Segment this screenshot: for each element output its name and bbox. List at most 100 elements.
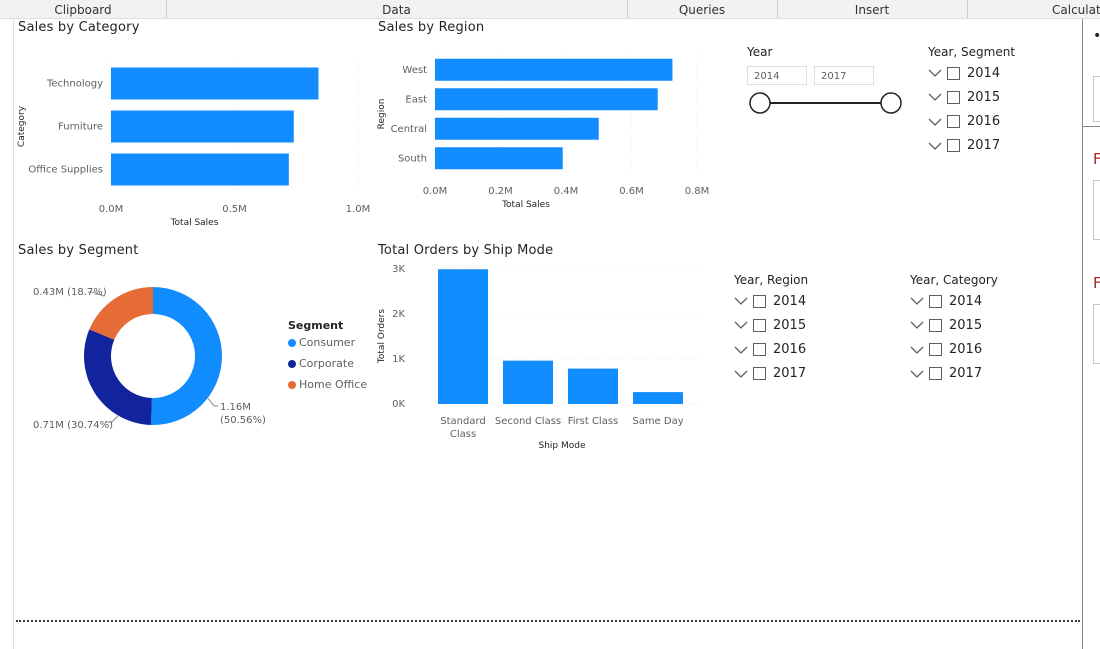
pane-field-well[interactable] (1093, 76, 1100, 122)
bar-west[interactable] (435, 58, 673, 81)
checkbox[interactable] (929, 294, 942, 308)
pane-pin-icon[interactable]: • (1093, 28, 1100, 44)
chevron-down-icon[interactable] (910, 343, 924, 357)
pane-divider (1082, 126, 1100, 127)
slicer-item-region-2017[interactable]: 2017 (734, 365, 806, 383)
legend-item-home-office[interactable]: Home Office (288, 378, 367, 391)
pane-filter-well-2[interactable] (1093, 304, 1100, 364)
checkbox[interactable] (753, 367, 766, 381)
ribbon-group-queries[interactable]: Queries (627, 0, 778, 18)
chevron-down-icon[interactable] (734, 318, 748, 332)
slicer-item-label: 2014 (773, 293, 807, 309)
slicer-title-region: Year, Region (734, 273, 809, 287)
x-tick-label: 0.0M (423, 186, 448, 197)
chart-orders-by-ship-mode[interactable]: 0K 1K 2K 3K Standard Class Second Class First C… (374, 260, 724, 455)
leader-line (88, 291, 105, 297)
chart-sales-by-segment[interactable]: 0.43M (18.7%) 0.71M (30.74%) 1.16M (50.56%) (14, 262, 284, 452)
slicer-title-category: Year, Category (910, 273, 998, 287)
chevron-down-icon[interactable] (910, 294, 924, 308)
chevron-down-icon[interactable] (734, 294, 748, 308)
visual-title-orders-by-ship-mode: Total Orders by Ship Mode (378, 243, 554, 258)
bar-technology[interactable] (111, 67, 319, 100)
checkbox[interactable] (929, 318, 942, 332)
data-label-consumer-value: 1.16M (220, 402, 251, 413)
chart-sales-by-category[interactable]: 0.0M 0.5M 1.0M Technology Furniture Office Su… (14, 40, 374, 235)
chevron-down-icon[interactable] (928, 90, 942, 104)
slicer-item-category-2016[interactable]: 2016 (910, 341, 982, 359)
data-label-corporate: 0.71M (30.74%) (33, 420, 113, 431)
x-category-label: Standard (440, 416, 486, 427)
year-to-input[interactable]: 2017 (814, 66, 874, 85)
bar-office-supplies[interactable] (111, 153, 289, 186)
slicer-item-label: 2016 (967, 114, 1001, 130)
year-from-input[interactable]: 2014 (747, 66, 807, 85)
slicer-item-region-2015[interactable]: 2015 (734, 316, 806, 334)
y-category-label: East (405, 94, 427, 105)
bar-south[interactable] (435, 147, 563, 170)
bar-standard-class[interactable] (438, 269, 488, 404)
slicer-item-segment-2017[interactable]: 2017 (928, 137, 1000, 155)
y-tick-label: 2K (392, 309, 405, 320)
slider-handle-end[interactable] (880, 92, 902, 114)
bar-central[interactable] (435, 117, 599, 140)
legend-item-corporate[interactable]: Corporate (288, 357, 354, 370)
slicer-item-segment-2014[interactable]: 2014 (928, 64, 1000, 82)
chevron-down-icon[interactable] (928, 66, 942, 80)
page-break-line (16, 620, 1080, 622)
y-category-label: Technology (46, 79, 103, 90)
slicer-item-label: 2014 (949, 293, 983, 309)
x-tick-label: 0.6M (619, 186, 644, 197)
chevron-down-icon[interactable] (928, 115, 942, 129)
checkbox[interactable] (929, 367, 942, 381)
ribbon-group-clipboard[interactable]: Clipboard (0, 0, 167, 18)
chevron-down-icon[interactable] (928, 139, 942, 153)
chevron-down-icon[interactable] (734, 367, 748, 381)
checkbox[interactable] (753, 318, 766, 332)
visual-title-sales-by-category: Sales by Category (18, 20, 140, 35)
bar-east[interactable] (435, 88, 658, 111)
checkbox[interactable] (947, 139, 960, 153)
slicer-item-segment-2016[interactable]: 2016 (928, 113, 1000, 131)
donut-slice-corporate[interactable] (83, 329, 152, 425)
checkbox[interactable] (753, 294, 766, 308)
donut-slice-consumer[interactable] (151, 287, 222, 425)
pane-filter-well-1[interactable] (1093, 180, 1100, 240)
checkbox[interactable] (947, 66, 960, 80)
y-tick-label: 0K (392, 399, 405, 410)
bar-second-class[interactable] (503, 360, 553, 404)
ribbon-group-calculations[interactable]: Calculations (1052, 3, 1100, 17)
ribbon-group-insert[interactable]: Insert (777, 0, 968, 18)
chevron-down-icon[interactable] (910, 367, 924, 381)
legend-item-consumer[interactable]: Consumer (288, 336, 355, 349)
y-tick-label: 3K (392, 264, 405, 275)
checkbox[interactable] (947, 115, 960, 129)
ribbon-group-data[interactable]: Data (166, 0, 628, 18)
slicer-item-region-2016[interactable]: 2016 (734, 341, 806, 359)
leader-line (105, 415, 119, 423)
visual-title-sales-by-segment: Sales by Segment (18, 243, 139, 258)
x-axis-title: Total Sales (501, 200, 550, 210)
slicer-item-category-2014[interactable]: 2014 (910, 292, 982, 310)
x-tick-label: 1.0M (346, 204, 371, 215)
chevron-down-icon[interactable] (734, 343, 748, 357)
checkbox[interactable] (929, 343, 942, 357)
slicer-item-category-2017[interactable]: 2017 (910, 365, 982, 383)
slicer-item-segment-2015[interactable]: 2015 (928, 88, 1000, 106)
bar-same-day[interactable] (633, 392, 683, 404)
chart-sales-by-region[interactable]: 0.0M 0.2M 0.4M 0.6M 0.8M West East Central South… (374, 40, 724, 220)
bar-first-class[interactable] (568, 368, 618, 404)
slicer-item-label: 2014 (967, 65, 1001, 81)
x-category-label: Second Class (495, 416, 561, 427)
checkbox[interactable] (947, 90, 960, 104)
bar-furniture[interactable] (111, 110, 294, 143)
legend-marker (288, 380, 296, 389)
slider-handle-start[interactable] (749, 92, 771, 114)
donut-slice-home-office[interactable] (89, 287, 153, 340)
slicer-item-category-2015[interactable]: 2015 (910, 316, 982, 334)
chevron-down-icon[interactable] (910, 318, 924, 332)
checkbox[interactable] (753, 343, 766, 357)
slicer-item-region-2014[interactable]: 2014 (734, 292, 806, 310)
y-category-label: West (402, 65, 427, 76)
year-range-slider[interactable] (745, 90, 910, 116)
slicer-item-label: 2016 (949, 342, 983, 358)
